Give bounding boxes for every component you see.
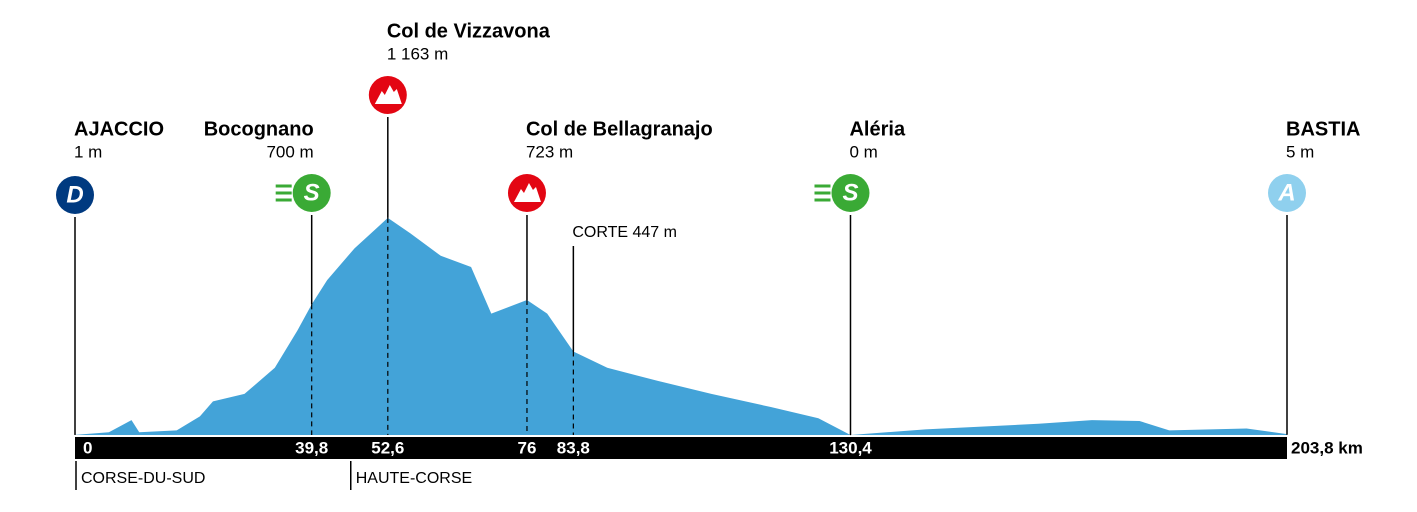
km-label: 52,6 xyxy=(371,438,404,457)
place-elevation: 5 m xyxy=(1286,142,1314,161)
km-label: 130,4 xyxy=(829,438,872,457)
profile-area xyxy=(75,217,1287,435)
km-bar xyxy=(75,437,1287,459)
km-label: 39,8 xyxy=(295,438,328,457)
place-icon-letter: D xyxy=(66,181,83,208)
place-elevation: 723 m xyxy=(526,142,573,161)
km-label: 0 xyxy=(83,438,92,457)
place-icon-letter: A xyxy=(1277,179,1295,206)
place-icon xyxy=(1268,174,1306,212)
region-label: CORSE-DU-SUD xyxy=(81,470,205,487)
place-icon xyxy=(831,174,870,212)
region-label: HAUTE-CORSE xyxy=(356,470,472,487)
place-icon-letter: S xyxy=(304,179,320,206)
km-label: 83,8 xyxy=(557,438,590,457)
km-label: 203,8 km xyxy=(1291,438,1363,457)
place-elevation: 1 163 m xyxy=(387,44,448,63)
place-elevation: 700 m xyxy=(266,142,313,161)
climb-icon-mountain xyxy=(374,85,402,104)
place-name: CORTE 447 m xyxy=(572,224,677,241)
place-name: Col de Bellagranajo xyxy=(526,118,713,140)
place-name: AJACCIO xyxy=(74,118,164,140)
place-icon-letter: S xyxy=(842,179,858,206)
place-name: BASTIA xyxy=(1286,118,1360,140)
km-label: 76 xyxy=(518,438,537,457)
climb-icon-mountain xyxy=(513,183,541,202)
place-name: Aléria xyxy=(849,118,905,140)
place-icon xyxy=(56,176,94,214)
place-name: Col de Vizzavona xyxy=(387,20,551,42)
place-elevation: 0 m xyxy=(849,142,877,161)
place-icon xyxy=(292,174,331,212)
place-name: Bocognano xyxy=(204,118,314,140)
place-elevation: 1 m xyxy=(74,142,102,161)
